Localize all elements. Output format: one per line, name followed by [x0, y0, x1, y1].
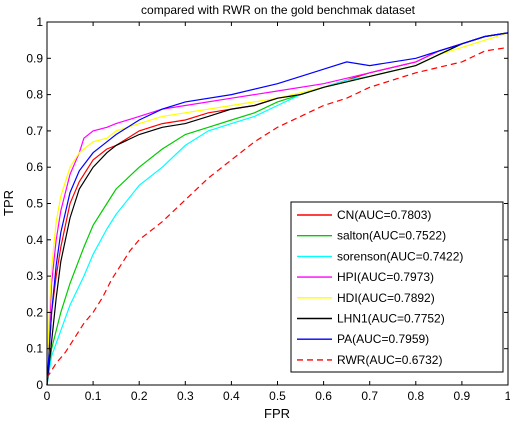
legend-label: sorenson(AUC=0.7422): [337, 249, 463, 263]
legend-label: LHN1(AUC=0.7752): [337, 312, 445, 326]
legend-label: RWR(AUC=0.6732): [337, 353, 442, 367]
chart-title: compared with RWR on the gold benchmak d…: [141, 3, 416, 17]
x-tick-label: 0.6: [315, 389, 332, 403]
y-tick-label: 0.9: [26, 51, 43, 65]
series-line-6: [46, 32, 509, 386]
x-tick-label: 0.2: [131, 389, 148, 403]
y-tick-label: 0.2: [26, 305, 43, 319]
y-tick-label: 0.3: [26, 269, 43, 283]
y-tick-label: 1: [36, 15, 43, 29]
legend: CN(AUC=0.7803) salton(AUC=0.7522) sorenson…: [290, 201, 504, 373]
x-tick-label: 0.8: [407, 389, 424, 403]
x-tick-label: 0.9: [454, 389, 471, 403]
series-layer: [46, 32, 509, 386]
x-tick-label: 1: [505, 389, 510, 403]
y-tick-label: 0.7: [26, 124, 43, 138]
y-tick-label: 0.4: [26, 233, 43, 247]
y-axis-title: TPR: [1, 190, 16, 216]
legend-item: sorenson(AUC=0.7422): [297, 249, 463, 263]
x-tick-label: 0.5: [269, 389, 286, 403]
x-tick-label: 0.7: [361, 389, 378, 403]
legend-item: RWR(AUC=0.6732): [297, 353, 442, 367]
x-tick-label: 0.3: [177, 389, 194, 403]
legend-box: [290, 201, 504, 373]
legend-label: HPI(AUC=0.7973): [337, 270, 434, 284]
x-axis-title: FPR: [264, 406, 290, 421]
legend-label: HDI(AUC=0.7892): [337, 291, 435, 305]
y-tick-label: 0.8: [26, 88, 43, 102]
legend-item: PA(AUC=0.7959): [297, 332, 429, 346]
series-line-5: [46, 32, 509, 386]
legend-item: CN(AUC=0.7803): [297, 208, 431, 222]
y-tick-label: 0: [36, 378, 43, 392]
legend-item: HDI(AUC=0.7892): [297, 291, 435, 305]
y-tick-label: 0.1: [26, 342, 43, 356]
series-line-7: [46, 46, 509, 379]
x-tick-label: 0.4: [223, 389, 240, 403]
x-tick-label: 0.1: [85, 389, 102, 403]
legend-item: LHN1(AUC=0.7752): [297, 312, 445, 326]
x-tick-label: 0: [44, 389, 51, 403]
legend-label: CN(AUC=0.7803): [337, 208, 431, 222]
legend-label: salton(AUC=0.7522): [337, 229, 446, 243]
legend-item: salton(AUC=0.7522): [297, 229, 446, 243]
series-line-3: [46, 32, 509, 386]
y-tick-label: 0.5: [26, 197, 43, 211]
legend-item: HPI(AUC=0.7973): [297, 270, 434, 284]
tick-layer: 0 0.1 0.2 0.3 0.4 0.5 0.6 0.7 0.8 0.9 1 0 0.1 0.2 0.3 0…: [26, 15, 510, 403]
y-tick-label: 0.6: [26, 160, 43, 174]
legend-label: PA(AUC=0.7959): [337, 332, 429, 346]
